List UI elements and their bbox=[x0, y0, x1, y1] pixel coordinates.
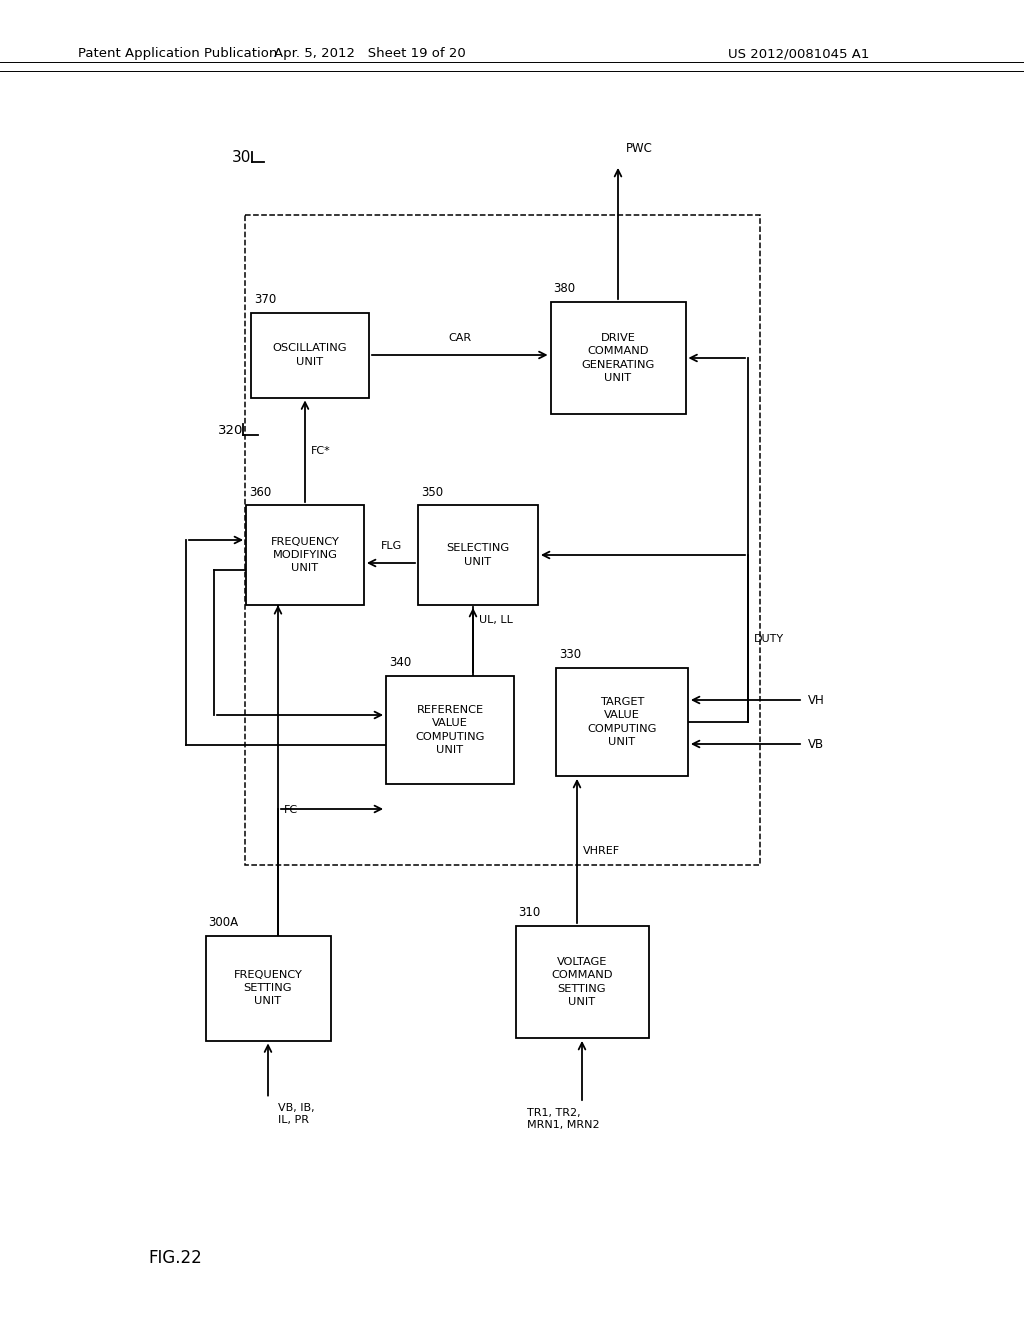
Text: FIG.22: FIG.22 bbox=[148, 1249, 202, 1267]
Bar bbox=[245, 215, 760, 865]
Bar bbox=[251, 313, 369, 397]
Text: FC*: FC* bbox=[311, 446, 331, 457]
Text: REFERENCE
VALUE
COMPUTING
UNIT: REFERENCE VALUE COMPUTING UNIT bbox=[416, 705, 484, 755]
Text: 350: 350 bbox=[421, 486, 443, 499]
Text: FLG: FLG bbox=[380, 541, 401, 550]
Text: FC: FC bbox=[284, 805, 298, 816]
Text: 360: 360 bbox=[249, 486, 271, 499]
Bar bbox=[556, 668, 688, 776]
Text: 370: 370 bbox=[254, 293, 276, 306]
Text: UL, LL: UL, LL bbox=[479, 615, 513, 626]
Text: VHREF: VHREF bbox=[583, 846, 621, 855]
Bar bbox=[418, 506, 538, 605]
Text: 380: 380 bbox=[554, 282, 575, 296]
Text: OSCILLATING
UNIT: OSCILLATING UNIT bbox=[272, 343, 347, 367]
Text: DUTY: DUTY bbox=[754, 634, 784, 644]
Bar bbox=[206, 936, 331, 1040]
Text: US 2012/0081045 A1: US 2012/0081045 A1 bbox=[728, 48, 869, 61]
Text: 330: 330 bbox=[559, 648, 582, 661]
Text: VB, IB,
IL, PR: VB, IB, IL, PR bbox=[278, 1104, 314, 1125]
Text: TARGET
VALUE
COMPUTING
UNIT: TARGET VALUE COMPUTING UNIT bbox=[588, 697, 656, 747]
Text: FREQUENCY
SETTING
UNIT: FREQUENCY SETTING UNIT bbox=[233, 970, 302, 1006]
Bar bbox=[551, 302, 685, 414]
Text: FREQUENCY
MODIFYING
UNIT: FREQUENCY MODIFYING UNIT bbox=[270, 537, 339, 573]
Bar bbox=[515, 927, 648, 1038]
Text: 30: 30 bbox=[232, 150, 251, 165]
Text: PWC: PWC bbox=[626, 143, 653, 154]
Text: VH: VH bbox=[808, 693, 824, 706]
Text: 310: 310 bbox=[518, 907, 541, 920]
Text: VB: VB bbox=[808, 738, 824, 751]
Bar bbox=[386, 676, 514, 784]
Text: 340: 340 bbox=[389, 656, 412, 669]
Text: TR1, TR2,
MRN1, MRN2: TR1, TR2, MRN1, MRN2 bbox=[527, 1107, 600, 1130]
Text: CAR: CAR bbox=[449, 333, 471, 343]
Text: VOLTAGE
COMMAND
SETTING
UNIT: VOLTAGE COMMAND SETTING UNIT bbox=[551, 957, 612, 1007]
Bar bbox=[246, 506, 364, 605]
Text: Apr. 5, 2012   Sheet 19 of 20: Apr. 5, 2012 Sheet 19 of 20 bbox=[274, 48, 466, 61]
Text: 320: 320 bbox=[218, 424, 244, 437]
Text: 300A: 300A bbox=[209, 916, 239, 929]
Text: DRIVE
COMMAND
GENERATING
UNIT: DRIVE COMMAND GENERATING UNIT bbox=[582, 333, 654, 383]
Text: Patent Application Publication: Patent Application Publication bbox=[78, 48, 278, 61]
Text: SELECTING
UNIT: SELECTING UNIT bbox=[446, 544, 510, 566]
